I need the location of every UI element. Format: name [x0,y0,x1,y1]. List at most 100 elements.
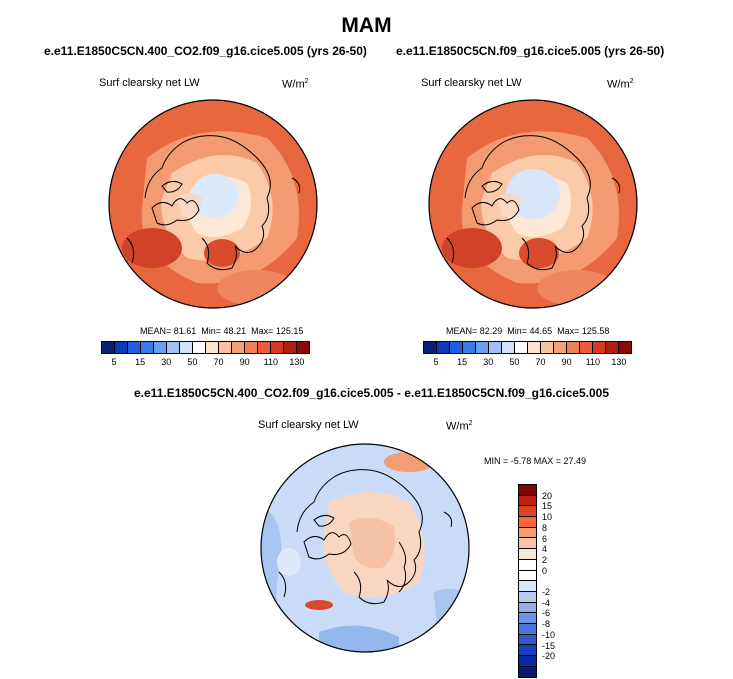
colorbar-right-label: 50 [509,357,520,367]
colorbar-right-swatch [463,342,476,353]
colorbar-left-label: 70 [213,357,224,367]
panel-left-stats: MEAN= 81.61 Min= 48.21 Max= 125.15 [140,326,304,336]
colorbar-left-label: 30 [161,357,172,367]
colorbar-diff-label: -2 [542,587,551,597]
colorbar-left-swatch [128,342,141,353]
colorbar-diff-label: 10 [542,512,553,523]
colorbar-left-swatch [180,342,193,353]
colorbar-right-swatch [515,342,528,353]
colorbar-left-label: 130 [289,357,305,367]
colorbar-left-swatch [115,342,128,353]
colorbar-right-swatch [424,342,437,353]
colorbar-left-swatch [245,342,258,353]
colorbar-left-swatch [167,342,180,353]
colorbar-left-swatch [102,342,115,353]
page-title: MAM [341,14,392,37]
panel-left-polar-map [108,99,318,309]
colorbar-diff-swatch [519,485,536,496]
panel-right-units: W/m2 [607,78,634,91]
colorbar-left-swatch [206,342,219,353]
colorbar-diff-label: -4 [542,597,551,608]
colorbar-left-swatch [219,342,232,353]
colorbar-diff-label: -8 [542,619,551,630]
colorbar-left-label: 50 [187,357,198,367]
colorbar-diff-labels: 20 15 10 8 6 4 2 0 -2 -4 -6 -8 -10 -15 -20 [542,485,572,679]
colorbar-right-swatch [437,342,450,353]
colorbar-right-swatch [593,342,606,353]
colorbar-diff [518,484,537,679]
colorbar-diff-swatch [519,538,536,550]
colorbar-right-swatch [502,342,515,353]
diff-minmax: MIN = -5.78 MAX = 27.49 [484,456,587,466]
colorbar-diff-label: 15 [542,501,553,512]
colorbar-right-label: 70 [535,357,546,367]
colorbar-diff-swatch [519,495,536,507]
colorbar-right-swatch [567,342,580,353]
colorbar-right-swatch [528,342,541,353]
panel-left-subtitle: e.e11.E1850C5CN.400_CO2.f09_g16.cice5.00… [44,44,367,58]
panel-left-variable-label: Surf clearsky net LW [99,77,200,89]
colorbar-diff-swatch [519,634,536,646]
colorbar-diff-label: 4 [542,544,548,555]
colorbar-left-swatch [297,342,309,353]
colorbar-diff-swatch [519,559,536,571]
colorbar-right-label: 15 [457,357,468,367]
colorbar-right: 5 15 30 50 70 90 110 130 [423,341,632,369]
colorbar-right-label: 130 [611,357,627,367]
diff-polar-map [260,443,470,653]
colorbar-right-label: 5 [433,357,439,367]
colorbar-left-swatch [271,342,284,353]
colorbar-left-swatch [258,342,271,353]
colorbar-diff-swatch [519,570,536,582]
colorbar-right-label: 90 [561,357,572,367]
colorbar-diff-label: 2 [542,554,548,565]
colorbar-left-swatch [232,342,245,353]
colorbar-diff-label: 6 [542,533,548,544]
colorbar-right-swatch [580,342,593,353]
colorbar-diff-swatch [519,602,536,614]
panel-right-stats: MEAN= 82.29 Min= 44.65 Max= 125.58 [446,326,610,336]
diff-variable-label: Surf clearsky net LW [258,419,359,431]
colorbar-diff-swatch [519,506,536,518]
colorbar-diff-swatch [519,549,536,560]
colorbar-left-label: 90 [239,357,250,367]
colorbar-left-label: 5 [111,357,117,367]
panel-right-polar-map [428,99,638,309]
colorbar-right-label: 30 [483,357,494,367]
panel-right-variable-label: Surf clearsky net LW [421,77,522,89]
colorbar-left-label: 15 [135,357,146,367]
colorbar-right-swatch [606,342,619,353]
colorbar-right-swatch [450,342,463,353]
panel-left-units: W/m2 [282,78,309,91]
colorbar-left-swatch [193,342,206,353]
colorbar-diff-swatch [519,623,536,635]
colorbar-diff-label: 0 [542,565,548,576]
colorbar-diff-swatch [519,527,536,539]
colorbar-diff-swatch [519,517,536,528]
colorbar-left: 5 15 30 50 70 90 110 130 [101,341,310,369]
diff-subtitle: e.e11.E1850C5CN.400_CO2.f09_g16.cice5.00… [134,386,610,400]
colorbar-diff-swatch [519,613,536,624]
colorbar-right-swatch [554,342,567,353]
colorbar-diff-label: -10 [542,629,556,640]
diff-units: W/m2 [446,420,473,433]
colorbar-diff-label: -20 [542,651,556,662]
colorbar-right-swatch [619,342,631,353]
colorbar-diff-swatch [519,656,536,667]
colorbar-diff-label: 8 [542,522,548,533]
colorbar-diff-label: -15 [542,640,556,651]
colorbar-right-swatch [476,342,489,353]
colorbar-diff-label: 20 [542,490,553,501]
colorbar-diff-swatch [519,645,536,656]
colorbar-right-swatch [541,342,554,353]
colorbar-left-swatch [154,342,167,353]
colorbar-left-label: 110 [263,357,278,367]
colorbar-diff-label: -6 [542,608,551,619]
colorbar-right-swatch [489,342,502,353]
colorbar-diff-swatch [519,666,536,678]
colorbar-left-swatch [284,342,297,353]
colorbar-diff-swatch [519,591,536,603]
colorbar-right-label: 110 [585,357,600,367]
panel-right-subtitle: e.e11.E1850C5CN.f09_g16.cice5.005 (yrs 2… [396,44,665,58]
colorbar-left-swatch [141,342,154,353]
